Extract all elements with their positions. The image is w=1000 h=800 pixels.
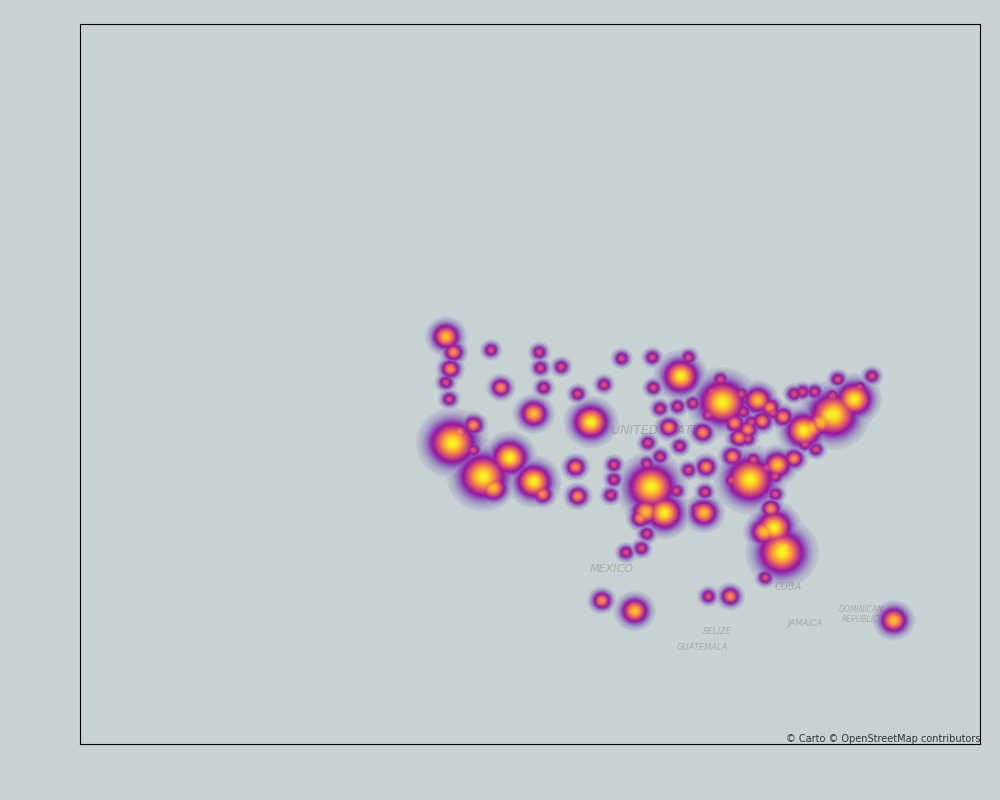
Text: MEXICO: MEXICO <box>590 564 634 574</box>
Text: DOMINICAN
REPUBLIC: DOMINICAN REPUBLIC <box>838 605 884 625</box>
Text: BELIZE: BELIZE <box>703 627 732 636</box>
Text: UNITED STATES: UNITED STATES <box>611 424 708 437</box>
Text: CUBA: CUBA <box>775 582 802 592</box>
Text: GUATEMALA: GUATEMALA <box>676 642 728 651</box>
Text: © Carto © OpenStreetMap contributors: © Carto © OpenStreetMap contributors <box>786 734 980 744</box>
Text: JAMAICA: JAMAICA <box>788 618 823 627</box>
